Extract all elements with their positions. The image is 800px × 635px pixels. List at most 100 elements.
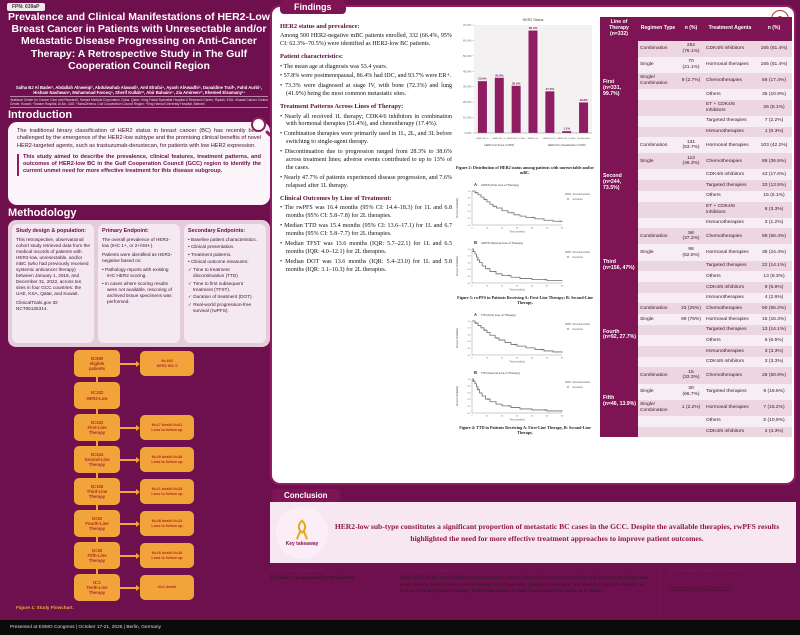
regimen-type-cell xyxy=(638,190,678,202)
flowchart-arrowhead xyxy=(136,520,140,527)
svg-text:A: A xyxy=(474,182,477,187)
regimen-type-cell xyxy=(638,292,678,304)
svg-text:50: 50 xyxy=(546,285,549,287)
regimen-type-cell: Combination xyxy=(638,367,678,384)
flowchart-node: N=500 eligible patients xyxy=(74,350,120,377)
treatment-agent-cell: Others xyxy=(704,335,756,347)
figure3-caption: Figure 3: rwPFS in Patients Receiving A:… xyxy=(457,294,593,305)
table-row: Single 70 (21.1%) Hormonal therapies 165 (5… xyxy=(600,56,792,73)
svg-text:50.0%: 50.0% xyxy=(463,54,472,58)
flowchart-connector xyxy=(96,537,98,542)
table-head: Line of Therapy (n=332) Regimen Type n (%)… xyxy=(600,17,792,41)
flowchart-arrowhead xyxy=(136,456,140,463)
table-row: Others 13 (8.3%) xyxy=(600,271,792,282)
survival-curve xyxy=(472,378,563,412)
agent-n-cell: 43 (17.6%) xyxy=(756,169,792,181)
treatment-agent-cell: Hormonal therapies xyxy=(704,399,756,416)
treatment-agent-cell: Immunotherapies xyxy=(704,346,756,357)
svg-text:20: 20 xyxy=(501,227,504,229)
email-link[interactable]: salhaumkhalid1@gmail.com xyxy=(669,585,732,591)
flowchart-arrowhead xyxy=(136,424,140,431)
svg-text:0: 0 xyxy=(471,415,473,417)
regimen-type-cell: Combination xyxy=(638,137,678,154)
svg-text:Survival Function: Survival Function xyxy=(573,381,591,384)
svg-text:60: 60 xyxy=(561,415,564,417)
findings-bullet: • 57.8% were postmenopausal, 86.4% had I… xyxy=(280,73,452,80)
table-row: CDK4/6 inhibitors 3 (3.3%) xyxy=(600,356,792,368)
treatment-agent-cell: Chemotherapies xyxy=(704,72,756,89)
conference-footer: Presented at ESMO Congress | October 17-… xyxy=(0,620,800,635)
regimen-type-cell xyxy=(638,335,678,347)
regimen-type-cell xyxy=(638,217,678,229)
flowchart-node: N=92 Fourth-Line Therapy xyxy=(74,510,120,537)
svg-text:20: 20 xyxy=(501,285,504,287)
treatment-agent-cell: Immunotherapies xyxy=(704,126,756,138)
svg-text:35.8%: 35.8% xyxy=(495,73,504,77)
regimen-n-cell xyxy=(678,126,704,138)
regimen-type-cell xyxy=(638,201,678,218)
flowchart-arrowhead xyxy=(136,584,140,591)
agent-n-cell: 60 (65.2%) xyxy=(756,303,792,314)
svg-text:0.0%: 0.0% xyxy=(465,131,472,135)
svg-text:1.0: 1.0 xyxy=(467,378,471,380)
methodology-card: Secondary Endpoints: • Baseline patient c… xyxy=(184,224,266,343)
table-row: Single 113 (46.3%) Chemotherapies 89 (36.5%… xyxy=(600,153,792,170)
regimen-type-cell xyxy=(638,126,678,138)
svg-text:0.6: 0.6 xyxy=(467,262,471,264)
line-of-therapy-cell: Fifth (n=46, 13.9%) xyxy=(600,367,638,438)
poster-background: FPN: 639aP Prevalence and Clinical Manif… xyxy=(0,0,800,620)
svg-text:40: 40 xyxy=(531,357,534,359)
regimen-n-cell xyxy=(678,292,704,304)
flowchart-connector xyxy=(96,409,98,414)
findings-bullet: • Median DOT was 13.6 months (IQR: 5.4–2… xyxy=(280,258,452,273)
table-row: Others 15 (6.1%) xyxy=(600,190,792,202)
methodology-bullet: • Treatment patterns. xyxy=(188,251,232,257)
flowchart-side-node: N=16 death N=26 Loss to follow up xyxy=(140,543,194,568)
svg-text:0: 0 xyxy=(471,227,473,229)
findings-bullet: • Discontinuation due to progression ran… xyxy=(280,149,452,172)
regimen-type-cell xyxy=(638,346,678,357)
regimen-type-cell: Single xyxy=(638,244,678,261)
findings-bullet: • Median TTD was 15.4 months (95% CI: 13… xyxy=(280,222,452,237)
treatment-agent-cell: Hormonal therapies xyxy=(704,244,756,261)
regimen-n-cell: 113 (46.3%) xyxy=(678,153,704,170)
regimen-n-cell xyxy=(678,356,704,368)
svg-text:0.4: 0.4 xyxy=(467,341,471,343)
methodology-bullet: • Clinical presentation. xyxy=(188,244,235,250)
table-row: Targeted therapies 13 (14.1%) xyxy=(600,324,792,336)
introduction-aim-callout: This study aimed to describe the prevale… xyxy=(17,153,261,176)
figure4a-svg: A TTD (First Line of Therapy) 0 10 20 30 40 50 6… xyxy=(456,312,591,364)
findings-bullet: • Median TFST was 13.6 months (IQR: 5.7–… xyxy=(280,240,452,255)
methodology-panel: Study design & population: This retrospec… xyxy=(8,220,270,347)
svg-text:20.0%: 20.0% xyxy=(463,100,472,104)
svg-text:10: 10 xyxy=(486,357,489,359)
flowchart-arrow xyxy=(120,490,136,493)
svg-text:0: 0 xyxy=(471,357,473,359)
svg-text:HER2 Status: HER2 Status xyxy=(523,18,544,22)
treatment-agent-cell: Targeted therapies xyxy=(704,383,756,400)
table-header-cell: n (%) xyxy=(678,17,704,41)
flowchart-side-node: N=29 death N=48 Loss to follow up xyxy=(140,447,194,472)
methodology-check-item: ✓ Time to first subsequent treatment (TF… xyxy=(188,280,243,292)
flowchart-arrow xyxy=(120,362,136,365)
agent-n-cell: 88 (56.4%) xyxy=(756,228,792,245)
table-row: Fifth (n=46, 13.9%) Combination 15 (33.3%)… xyxy=(600,367,792,438)
svg-text:Survival Function: Survival Function xyxy=(573,193,591,196)
flowchart-connector xyxy=(96,569,98,574)
table-row: CDK4/6 inhibitors 9 (5.8%) xyxy=(600,281,792,293)
treatment-agent-cell: Others xyxy=(704,190,756,202)
svg-text:HER2 Test Score (n=500): HER2 Test Score (n=500) xyxy=(484,143,514,147)
svg-text:HER2-Low: HER2-Low xyxy=(528,138,539,140)
regimen-type-cell: Single xyxy=(638,314,678,325)
regimen-type-cell xyxy=(638,169,678,181)
key-takeaway-label: Key takeaway xyxy=(285,540,319,547)
regimen-type-cell: Combination xyxy=(638,303,678,314)
flowchart-side-node: N=21 death N=33 Loss to follow up xyxy=(140,479,194,504)
regimen-n-cell: 70 (21.1%) xyxy=(678,56,704,73)
agent-n-cell: 26 (8.1%) xyxy=(756,99,792,116)
methodology-card-title: Study design & population: xyxy=(16,228,87,234)
svg-text:Censored: Censored xyxy=(573,198,584,201)
svg-text:rwPFS (Second Line of Therapy): rwPFS (Second Line of Therapy) xyxy=(481,241,523,245)
svg-text:Censored: Censored xyxy=(573,256,584,259)
